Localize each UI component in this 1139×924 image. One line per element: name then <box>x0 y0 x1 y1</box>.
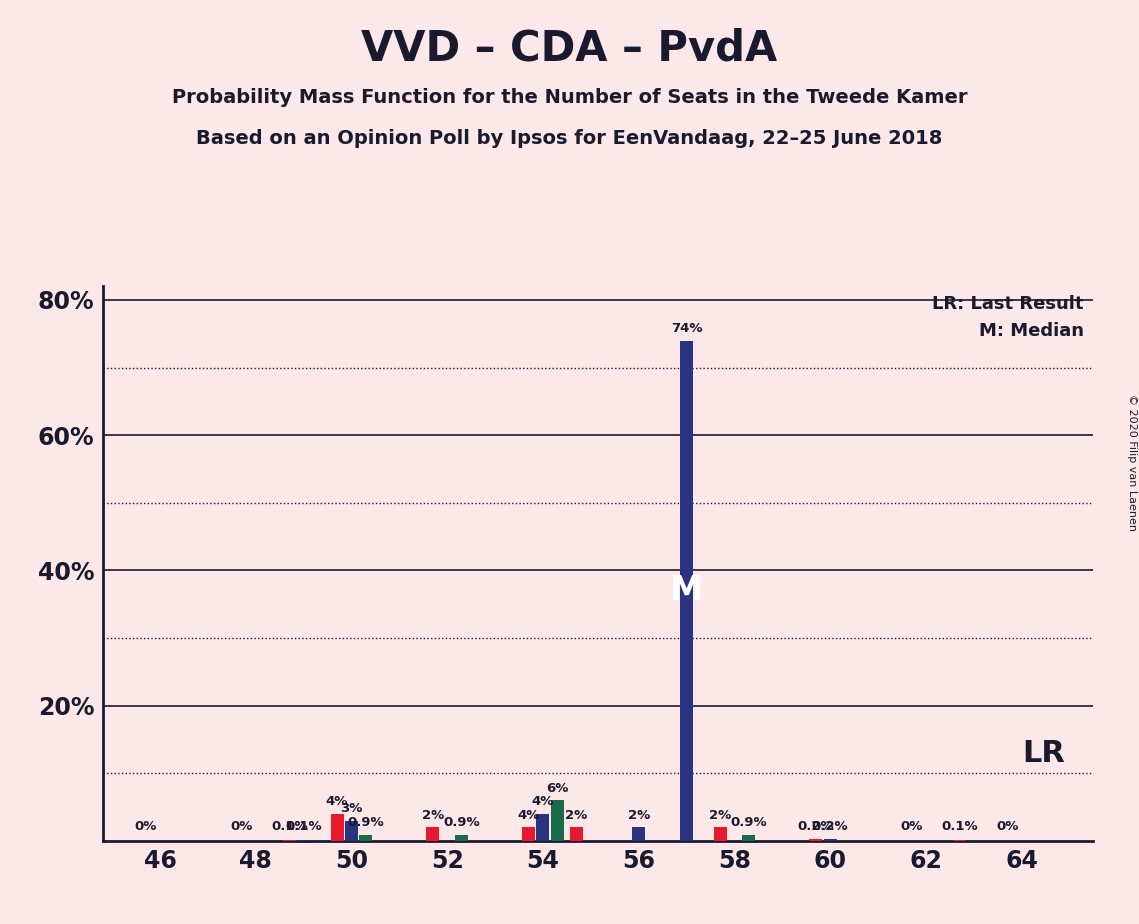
Text: Probability Mass Function for the Number of Seats in the Tweede Kamer: Probability Mass Function for the Number… <box>172 88 967 107</box>
Text: 0.2%: 0.2% <box>812 820 849 833</box>
Bar <box>713 827 727 841</box>
Bar <box>426 827 440 841</box>
Text: M: M <box>670 574 703 607</box>
Text: LR: LR <box>1022 739 1065 768</box>
Text: 2%: 2% <box>628 808 649 822</box>
Bar <box>810 840 822 841</box>
Text: 0%: 0% <box>900 820 923 833</box>
Text: VVD – CDA – PvdA: VVD – CDA – PvdA <box>361 28 778 69</box>
Bar <box>345 821 358 841</box>
Text: 0.1%: 0.1% <box>285 820 322 833</box>
Text: 2%: 2% <box>565 808 588 822</box>
Text: 6%: 6% <box>546 782 568 795</box>
Bar <box>359 834 372 841</box>
Text: 0%: 0% <box>134 820 157 833</box>
Text: 4%: 4% <box>532 796 554 808</box>
Bar <box>570 827 583 841</box>
Text: 4%: 4% <box>326 796 349 808</box>
Text: 0.9%: 0.9% <box>347 816 384 830</box>
Bar <box>330 814 344 841</box>
Text: 0%: 0% <box>230 820 253 833</box>
Bar <box>522 827 535 841</box>
Text: 0.2%: 0.2% <box>797 820 834 833</box>
Bar <box>743 834 755 841</box>
Bar <box>536 814 549 841</box>
Bar <box>551 800 564 841</box>
Bar <box>680 341 693 841</box>
Text: 4%: 4% <box>517 808 540 822</box>
Text: LR: Last Result: LR: Last Result <box>932 295 1083 312</box>
Text: 0.1%: 0.1% <box>271 820 308 833</box>
Text: Based on an Opinion Poll by Ipsos for EenVandaag, 22–25 June 2018: Based on an Opinion Poll by Ipsos for Ee… <box>196 129 943 149</box>
Bar <box>456 834 468 841</box>
Text: 3%: 3% <box>341 802 362 815</box>
Bar <box>632 827 645 841</box>
Bar <box>823 840 837 841</box>
Text: 0.1%: 0.1% <box>941 820 977 833</box>
Text: 2%: 2% <box>708 808 731 822</box>
Text: 0.9%: 0.9% <box>730 816 767 830</box>
Text: 0.9%: 0.9% <box>443 816 480 830</box>
Text: © 2020 Filip van Laenen: © 2020 Filip van Laenen <box>1126 394 1137 530</box>
Text: 74%: 74% <box>671 322 703 335</box>
Text: M: Median: M: Median <box>978 322 1083 340</box>
Text: 2%: 2% <box>421 808 444 822</box>
Text: 0%: 0% <box>997 820 1018 833</box>
